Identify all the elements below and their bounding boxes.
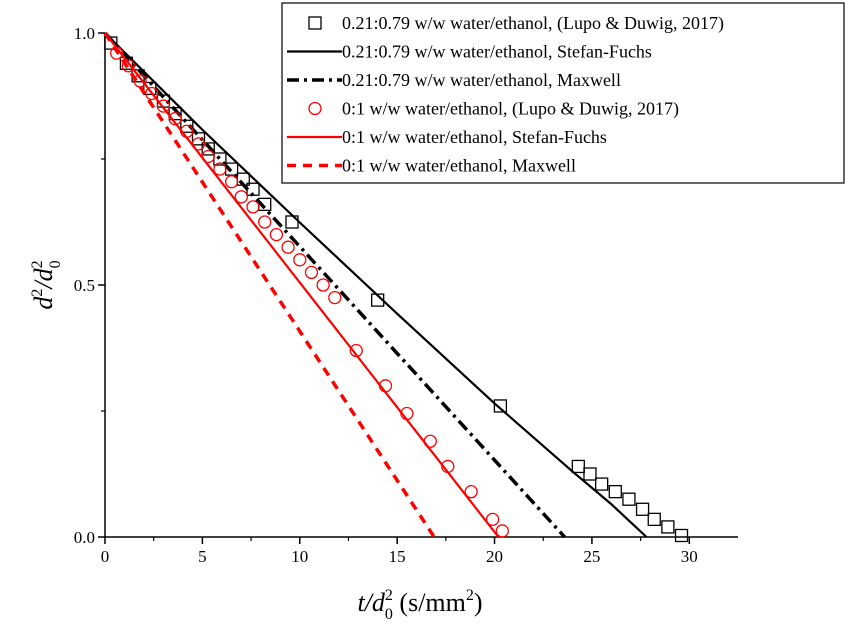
y-axis-ticks: 0.0 0.5 1.0 — [74, 24, 105, 547]
data-point-square — [674, 528, 689, 543]
data-point-square — [583, 467, 597, 481]
data-point-circle — [316, 278, 330, 292]
data-point-square — [608, 484, 622, 499]
legend-item-2: 0.21:0.79 w/w water/ethanol, Maxwell — [287, 70, 621, 90]
data-point-square — [571, 459, 585, 474]
y-tick-label: 1.0 — [74, 24, 95, 43]
series-2 — [103, 31, 566, 539]
x-axis-ticks: 0 5 10 15 20 25 30 — [101, 537, 698, 566]
x-axis-title: t/d2 0 (s/mm2) — [357, 587, 482, 623]
x-tick-label: 20 — [486, 547, 503, 566]
series-line — [104, 32, 648, 538]
data-point-circle — [281, 240, 295, 254]
data-point-square — [622, 492, 636, 506]
series-layer — [103, 31, 689, 543]
y-axis-title-sup1: 2 — [29, 289, 46, 297]
x-axis-title-sup: 2 — [385, 587, 393, 604]
legend: 0.21:0.79 w/w water/ethanol, (Lupo & Duw… — [281, 2, 845, 184]
legend-item-0: 0.21:0.79 w/w water/ethanol, (Lupo & Duw… — [308, 13, 724, 34]
data-point-circle — [121, 59, 136, 73]
x-axis-title-unit-sup: 2 — [466, 587, 474, 604]
data-point-circle — [293, 253, 307, 267]
data-point-circle — [328, 290, 342, 305]
data-point-square — [493, 399, 508, 413]
legend-label: 0:1 w/w water/ethanol, Stefan-Fuchs — [342, 127, 607, 147]
legend-label: 0:1 w/w water/ethanol, (Lupo & Duwig, 20… — [342, 99, 679, 120]
legend-box — [281, 2, 845, 184]
x-tick-label: 25 — [583, 547, 600, 566]
data-point-circle — [213, 162, 227, 176]
x-tick-label: 5 — [198, 547, 207, 566]
y-axis-title-sup2: 2 — [29, 260, 46, 268]
data-point-square — [635, 502, 650, 516]
x-tick-label: 0 — [101, 547, 110, 566]
legend-item-5: 0:1 w/w water/ethanol, Maxwell — [287, 156, 576, 176]
series-line — [103, 32, 436, 538]
data-point-square — [661, 520, 675, 534]
y-axis-title-d: d — [29, 296, 58, 310]
series-4 — [104, 32, 500, 538]
x-axis-title-t: t — [357, 588, 365, 617]
series-1 — [104, 32, 648, 538]
y-tick-label: 0.0 — [74, 528, 95, 547]
x-axis-title-slash: /d — [363, 588, 386, 617]
data-point-circle — [258, 215, 272, 229]
legend-label: 0.21:0.79 w/w water/ethanol, Stefan-Fuch… — [342, 42, 652, 62]
data-point-circle — [495, 524, 509, 538]
x-tick-label: 30 — [681, 547, 698, 566]
legend-circle-marker — [308, 101, 322, 116]
data-point-circle — [304, 265, 319, 280]
data-point-circle — [168, 112, 182, 126]
legend-square-marker — [308, 16, 322, 30]
data-point-circle — [269, 227, 284, 242]
data-point-circle — [234, 190, 248, 204]
data-point-circle — [485, 512, 500, 527]
legend-label: 0.21:0.79 w/w water/ethanol, (Lupo & Duw… — [342, 13, 724, 34]
data-point-square — [595, 477, 609, 491]
y-tick-label: 0.5 — [74, 276, 95, 295]
data-point-square — [191, 132, 206, 146]
series-line — [104, 32, 500, 538]
data-point-circle — [464, 484, 478, 499]
legend-item-4: 0:1 w/w water/ethanol, Stefan-Fuchs — [287, 127, 607, 147]
x-axis-title-unit-end: ) — [474, 588, 483, 617]
legend-item-1: 0.21:0.79 w/w water/ethanol, Stefan-Fuch… — [287, 42, 652, 62]
x-tick-label: 10 — [291, 547, 308, 566]
data-point-circle — [224, 175, 239, 189]
y-axis-title-sub: 0 — [47, 260, 64, 268]
legend-label: 0.21:0.79 w/w water/ethanol, Maxwell — [342, 70, 621, 90]
legend-label: 0:1 w/w water/ethanol, Maxwell — [342, 156, 576, 176]
x-axis-title-sub: 0 — [385, 606, 393, 623]
y-axis-title-slash: /d — [29, 267, 58, 290]
data-point-circle — [156, 99, 171, 113]
series-5 — [103, 32, 436, 538]
legend-item-3: 0:1 w/w water/ethanol, (Lupo & Duwig, 20… — [308, 99, 679, 120]
x-tick-label: 15 — [389, 547, 406, 566]
data-point-circle — [246, 200, 260, 214]
series-line — [103, 31, 566, 539]
y-axis-title: d2/d20 — [29, 260, 64, 309]
data-point-square — [647, 512, 661, 527]
x-axis-title-unit: (s/mm — [393, 588, 466, 617]
